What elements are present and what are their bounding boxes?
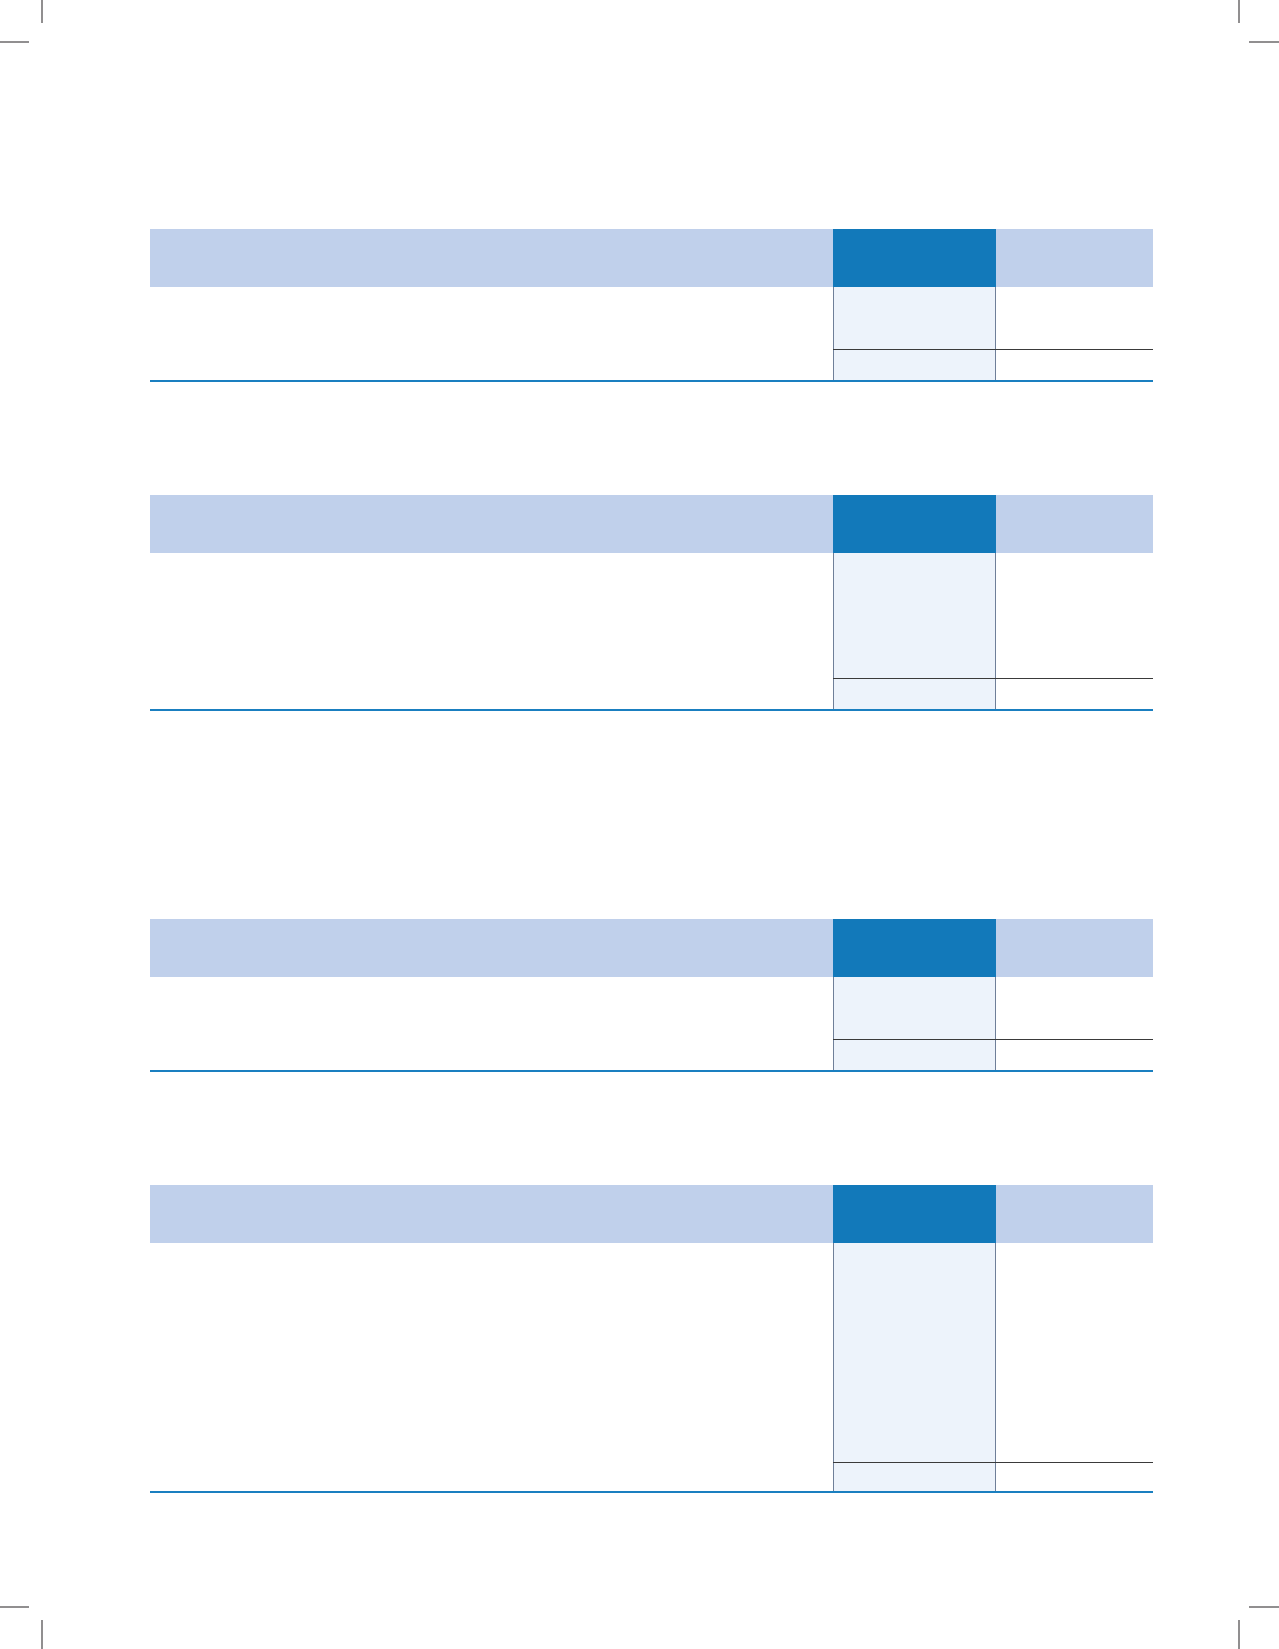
highlight-column [833, 1243, 996, 1492]
header-cell-highlight [833, 229, 996, 287]
header-cell-highlight [833, 495, 996, 553]
table [150, 229, 1153, 382]
header-cell-highlight [833, 1185, 996, 1243]
header-cell [996, 1185, 1153, 1243]
header-cell [150, 919, 833, 977]
table [150, 919, 1153, 1072]
header-cell [150, 1185, 833, 1243]
table [150, 1185, 1153, 1493]
header-cell [150, 495, 833, 553]
highlight-column [833, 977, 996, 1071]
highlight-column [833, 287, 996, 381]
header-cell-highlight [833, 919, 996, 977]
highlight-column [833, 553, 996, 710]
header-cell [996, 495, 1153, 553]
header-cell [996, 229, 1153, 287]
header-cell [996, 919, 1153, 977]
table [150, 495, 1153, 711]
header-cell [150, 229, 833, 287]
